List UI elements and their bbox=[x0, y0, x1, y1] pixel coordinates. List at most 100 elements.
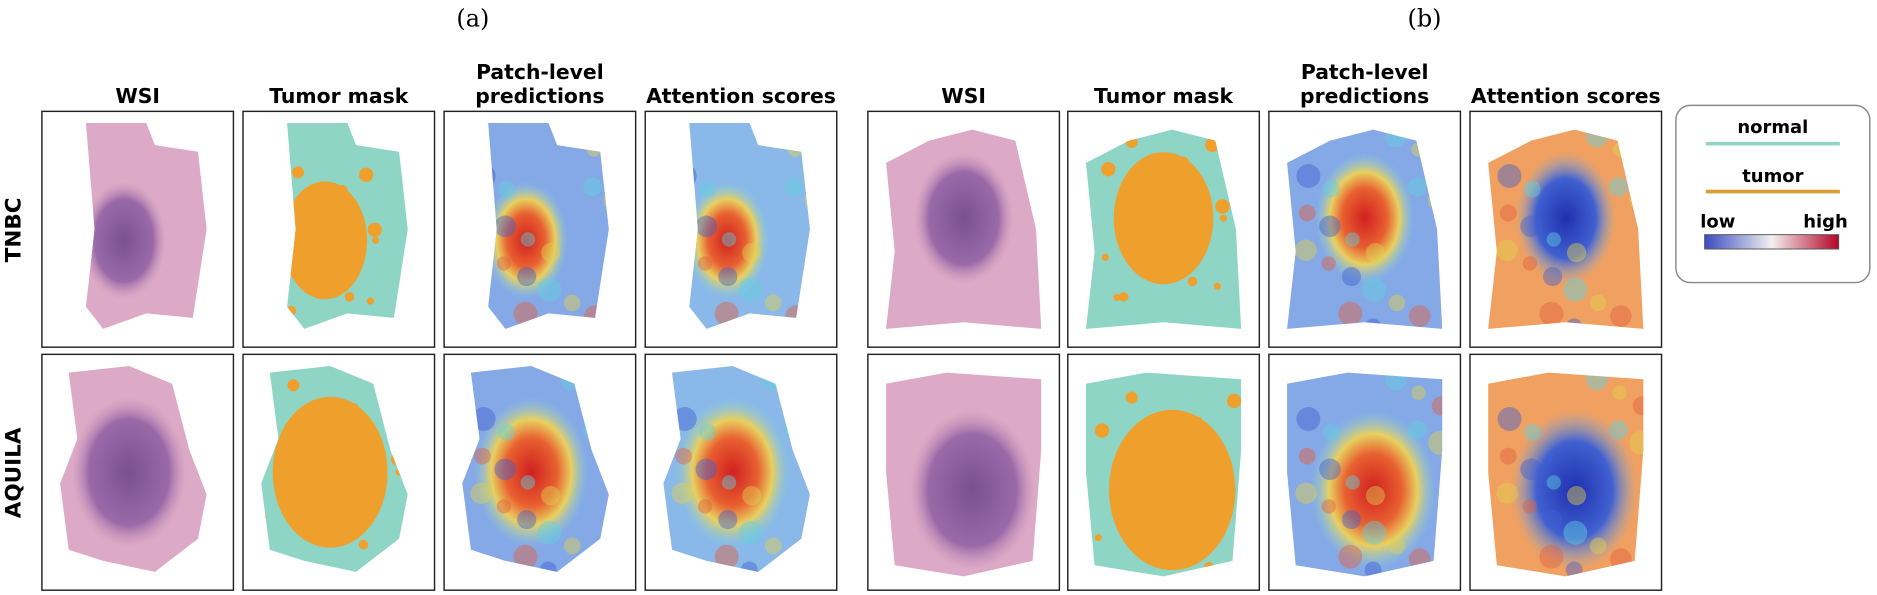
heat-speckle bbox=[1298, 447, 1316, 465]
tumor-region bbox=[272, 396, 388, 548]
heat-speckle bbox=[1523, 423, 1541, 441]
heat-speckle bbox=[513, 544, 538, 569]
column-header: predictions bbox=[1300, 84, 1429, 108]
mask-speckle bbox=[335, 184, 348, 197]
mask-speckle bbox=[367, 222, 383, 237]
tumor-region bbox=[1314, 152, 1415, 285]
heat-speckle bbox=[1499, 204, 1517, 222]
heat-speckle bbox=[1566, 486, 1587, 506]
heat-speckle bbox=[517, 266, 537, 287]
mask-speckle bbox=[359, 167, 374, 183]
legend: normal tumor low high bbox=[1675, 104, 1871, 284]
heat-speckle bbox=[470, 482, 492, 504]
mask-speckle bbox=[322, 227, 333, 238]
heat-speckle bbox=[1431, 396, 1443, 416]
mask-speckle bbox=[1094, 533, 1102, 542]
mask-speckle bbox=[371, 236, 380, 244]
column-header: Attention scores bbox=[646, 84, 836, 108]
heat-speckle bbox=[742, 243, 762, 263]
tumor-region bbox=[674, 396, 790, 548]
heat-speckle bbox=[1543, 266, 1563, 287]
tumor-region bbox=[689, 181, 770, 300]
heat-speckle bbox=[738, 520, 763, 545]
mask-speckle bbox=[1101, 162, 1116, 177]
legend-label: high bbox=[1803, 211, 1848, 232]
heat-speckle bbox=[1563, 277, 1588, 302]
mask-speckle bbox=[358, 539, 369, 550]
mask-speckle bbox=[1094, 423, 1110, 438]
heat-speckle bbox=[1589, 294, 1607, 312]
column-header: Patch-level bbox=[476, 60, 604, 84]
heat-speckle bbox=[1629, 430, 1644, 455]
heat-speckle bbox=[1388, 294, 1406, 312]
mask-speckle bbox=[1157, 459, 1170, 472]
mask-speckle bbox=[1113, 293, 1121, 302]
tissue-image bbox=[1287, 372, 1443, 577]
heat-speckle bbox=[1408, 305, 1431, 327]
heat-speckle bbox=[563, 294, 581, 312]
tumor-region bbox=[913, 152, 1014, 285]
heat-speckle bbox=[1338, 544, 1363, 569]
heat-speckle bbox=[1497, 407, 1522, 431]
heat-speckle bbox=[1365, 243, 1386, 263]
heat-speckle bbox=[738, 277, 763, 302]
heat-speckle bbox=[1296, 164, 1321, 188]
mask-speckle bbox=[306, 263, 316, 274]
heat-speckle bbox=[1322, 423, 1340, 441]
heat-speckle bbox=[1322, 180, 1340, 198]
mask-speckle bbox=[1150, 191, 1163, 204]
tumor-region bbox=[1113, 152, 1214, 285]
heat-speckle bbox=[1295, 239, 1317, 261]
column-header: Patch-level bbox=[1301, 60, 1429, 84]
tumor-region bbox=[287, 181, 368, 300]
heat-speckle bbox=[517, 509, 537, 530]
heat-speckle bbox=[1539, 544, 1564, 569]
mask-speckle bbox=[1162, 204, 1172, 215]
heat-speckle bbox=[1612, 385, 1627, 400]
heat-speckle bbox=[563, 537, 581, 555]
tissue-image bbox=[886, 129, 1042, 329]
heat-speckle bbox=[520, 475, 536, 490]
heat-speckle bbox=[537, 277, 562, 302]
mask-speckle bbox=[1215, 199, 1230, 214]
mask-speckle bbox=[1226, 393, 1242, 409]
heat-speckle bbox=[1543, 509, 1563, 530]
heat-speckle bbox=[497, 423, 515, 441]
heat-speckle bbox=[1608, 177, 1629, 197]
heat-speckle bbox=[718, 509, 738, 530]
panel-label: (a) bbox=[456, 4, 489, 32]
heat-speckle bbox=[1411, 385, 1426, 400]
heat-speckle bbox=[1496, 239, 1518, 261]
legend-label: low bbox=[1700, 211, 1735, 232]
tumor-region bbox=[1511, 409, 1638, 571]
heat-speckle bbox=[695, 215, 718, 238]
heat-speckle bbox=[1520, 215, 1542, 238]
mask-speckle bbox=[1118, 291, 1129, 302]
heat-speckle bbox=[494, 215, 516, 238]
heat-speckle bbox=[721, 232, 737, 247]
heat-speckle bbox=[764, 294, 782, 312]
mask-speckle bbox=[292, 166, 305, 179]
legend-label: tumor bbox=[1742, 166, 1803, 187]
heat-speckle bbox=[718, 266, 738, 287]
tumor-region bbox=[1515, 152, 1616, 285]
heat-speckle bbox=[1428, 430, 1443, 455]
column-header: predictions bbox=[475, 84, 604, 108]
mask-speckle bbox=[1191, 416, 1204, 429]
tissue-image bbox=[85, 122, 207, 329]
heat-speckle bbox=[494, 458, 516, 481]
tumor-region bbox=[473, 396, 589, 548]
tissue-image bbox=[1085, 372, 1242, 577]
heat-speckle bbox=[497, 180, 515, 198]
mask-speckle bbox=[346, 402, 359, 415]
tumor-region bbox=[71, 396, 187, 548]
heat-speckle bbox=[496, 499, 512, 514]
mask-speckle bbox=[1142, 244, 1152, 255]
row-label: AQUILA bbox=[1, 427, 26, 518]
heat-speckle bbox=[541, 486, 561, 506]
heat-speckle bbox=[1345, 475, 1360, 490]
heat-speckle bbox=[1388, 537, 1406, 555]
heat-speckle bbox=[1341, 509, 1362, 530]
mask-speckle bbox=[313, 216, 326, 229]
